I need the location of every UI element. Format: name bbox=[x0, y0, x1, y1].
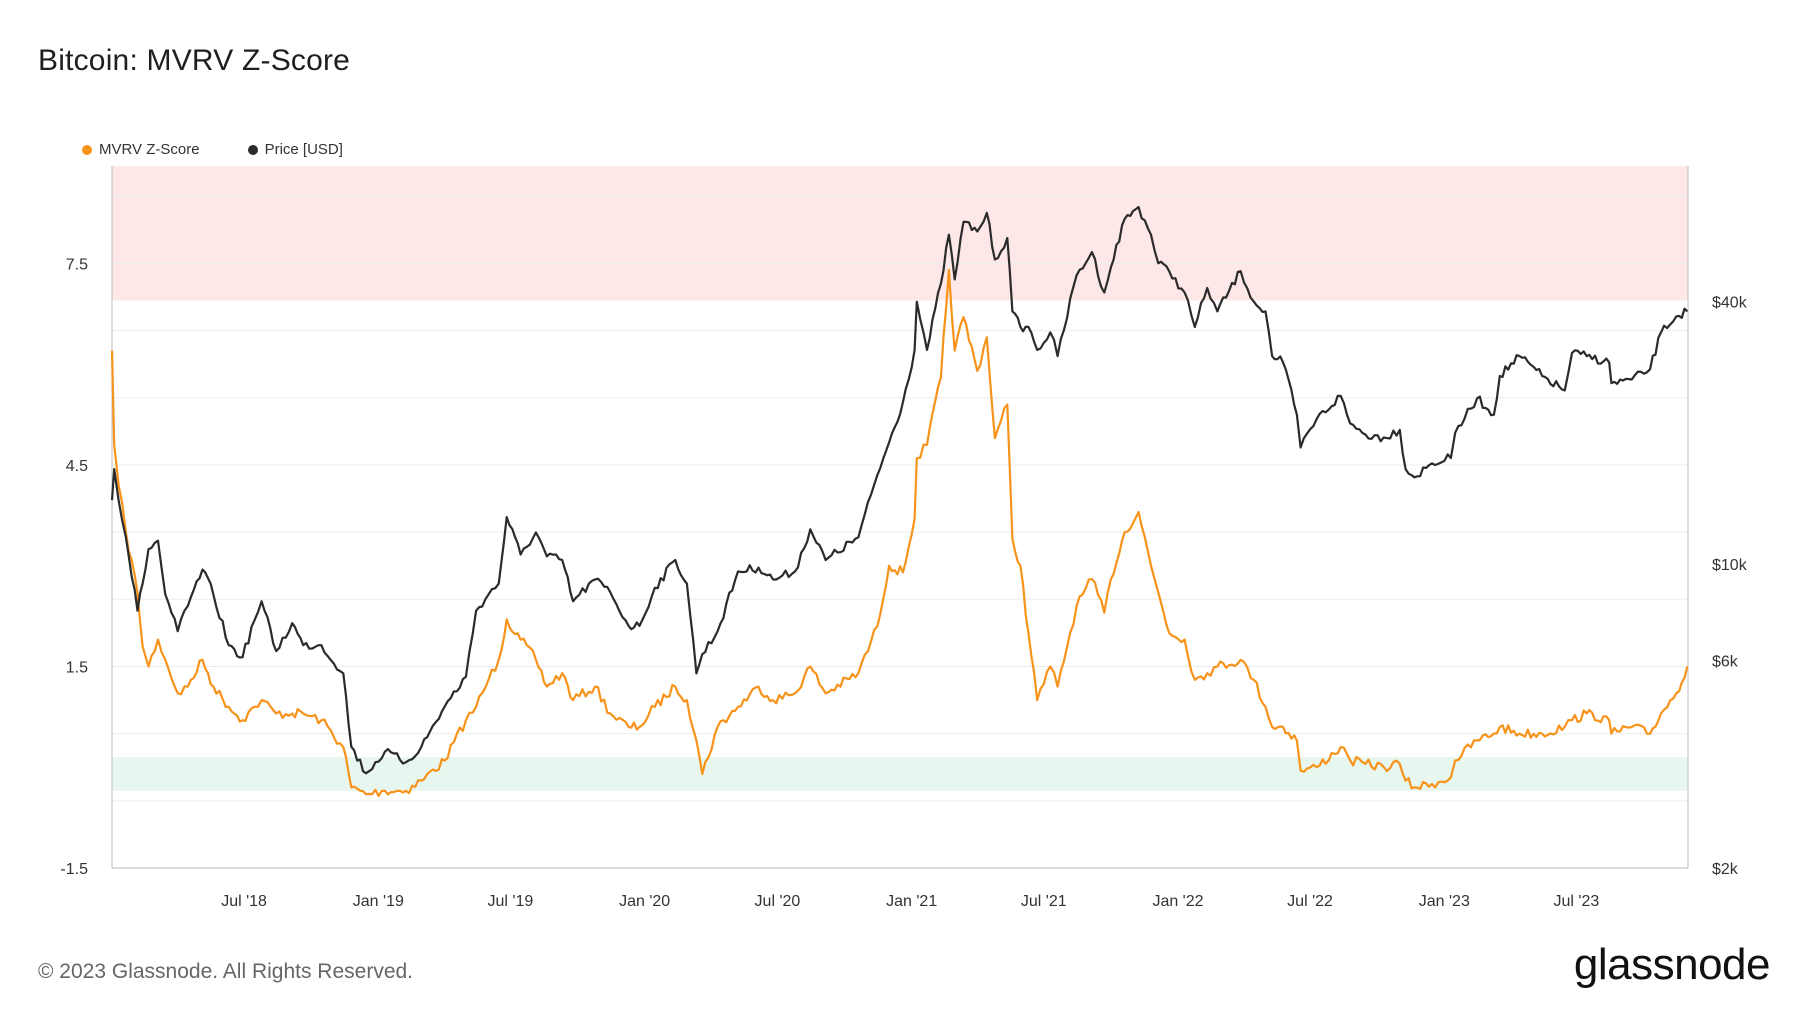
x-tick-label: Jul '23 bbox=[1553, 893, 1599, 910]
legend-label-price: Price [USD] bbox=[264, 141, 343, 158]
series-line-zscore bbox=[110, 269, 1689, 797]
x-tick-label: Jul '22 bbox=[1287, 893, 1333, 910]
legend-dot-price bbox=[247, 144, 258, 155]
y-right-tick-label: $10k bbox=[1712, 557, 1748, 574]
y-left-tick-label: -1.5 bbox=[60, 861, 88, 878]
x-tick-label: Jan '20 bbox=[619, 893, 670, 910]
x-tick-label: Jul '18 bbox=[221, 893, 267, 910]
x-tick-label: Jul '19 bbox=[488, 893, 534, 910]
x-tick-label: Jan '21 bbox=[886, 893, 937, 910]
chart-title: Bitcoin: MVRV Z-Score bbox=[38, 44, 351, 77]
y-right-tick-label: $2k bbox=[1712, 861, 1739, 878]
legend-dot-zscore bbox=[82, 144, 92, 155]
y-right-tick-label: $6k bbox=[1712, 653, 1739, 670]
x-tick-label: Jul '21 bbox=[1021, 893, 1067, 910]
x-tick-label: Jan '23 bbox=[1419, 893, 1470, 910]
x-tick-label: Jan '22 bbox=[1152, 893, 1203, 910]
x-tick-label: Jan '19 bbox=[353, 893, 404, 910]
legend: MVRV Z-Score Price [USD] bbox=[82, 141, 343, 158]
legend-item-zscore[interactable]: MVRV Z-Score bbox=[82, 141, 200, 158]
y-left-tick-label: 4.5 bbox=[66, 458, 88, 475]
band-high bbox=[112, 166, 1688, 301]
y-left-tick-label: 7.5 bbox=[66, 256, 88, 273]
copyright-footer: © 2023 Glassnode. All Rights Reserved. bbox=[38, 960, 414, 983]
x-tick-label: Jul '20 bbox=[755, 893, 801, 910]
glassnode-logo: glassnode bbox=[1573, 940, 1771, 989]
y-left-tick-label: 1.5 bbox=[66, 659, 88, 676]
series-line-price bbox=[110, 205, 1689, 775]
legend-item-price[interactable]: Price [USD] bbox=[247, 141, 343, 158]
y-right-tick-label: $40k bbox=[1712, 295, 1748, 312]
legend-label-zscore: MVRV Z-Score bbox=[99, 141, 200, 158]
